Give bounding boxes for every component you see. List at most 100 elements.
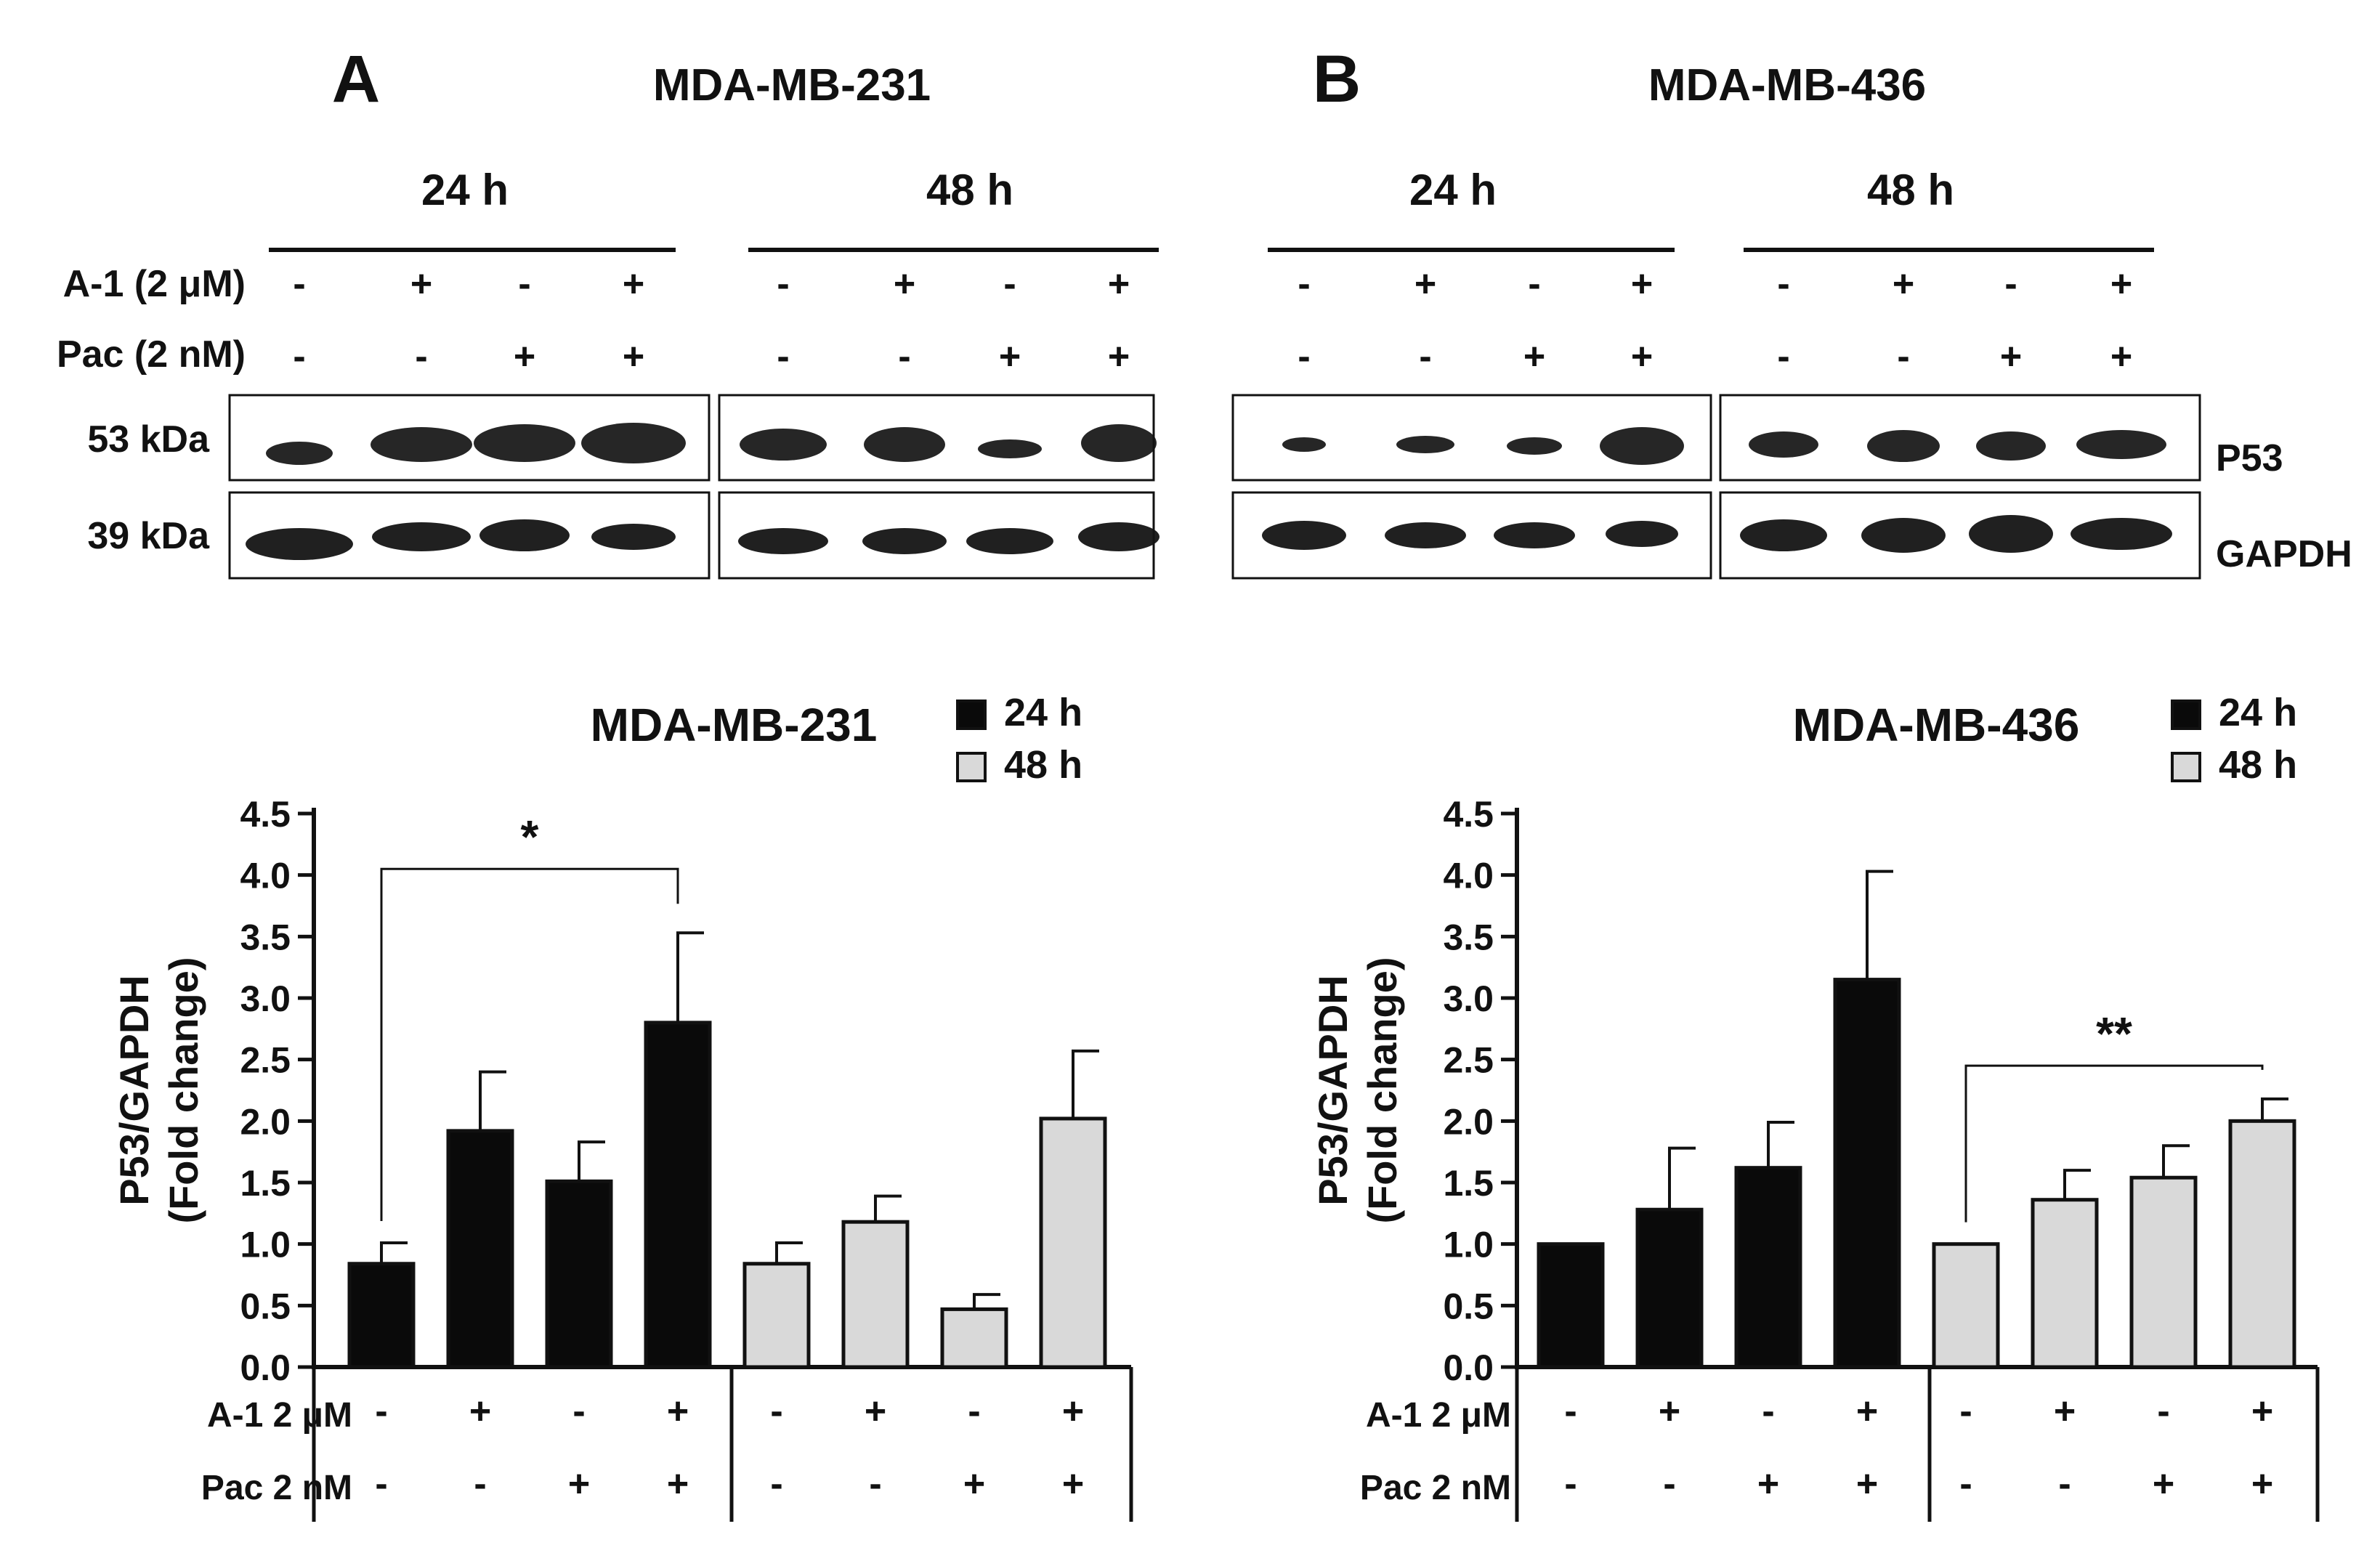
p53-band-0-0-1 xyxy=(371,427,472,462)
treatment-label-pac-1: Pac 2 nM xyxy=(1360,1469,1511,1507)
blot-a1-sign-1-1-3: + xyxy=(2110,263,2132,305)
protein-label-p53: P53 xyxy=(2216,437,2283,479)
y-tick-label-0-2: 1.0 xyxy=(240,1225,291,1265)
p53-band-0-0-0 xyxy=(266,442,333,465)
gapdh-band-0-0-0 xyxy=(246,528,353,560)
gapdh-band-0-1-1 xyxy=(862,528,947,554)
p53-band-1-0-1 xyxy=(1396,436,1454,453)
blot-a1-sign-0-0-2: - xyxy=(518,263,530,305)
a1-sign-0-2: - xyxy=(572,1390,585,1432)
legend-swatch-1-0 xyxy=(2171,700,2201,730)
panel-letter-b: B xyxy=(1313,42,1361,116)
gapdh-band-0-1-3 xyxy=(1078,522,1159,551)
y-tick-label-0-3: 1.5 xyxy=(240,1163,291,1204)
blot-box-gapdh-1-0 xyxy=(1231,491,1712,580)
y-tick-label-1-8: 4.0 xyxy=(1443,856,1494,896)
bar-0-0-1 xyxy=(446,1129,514,1369)
blot-pac-sign-1-1-1: - xyxy=(1897,336,1909,378)
a1-sign-1-6: - xyxy=(2157,1390,2169,1432)
a1-sign-0-1: + xyxy=(469,1390,491,1432)
y-tick-label-0-0: 0.0 xyxy=(240,1347,291,1388)
y-tick-label-0-8: 4.0 xyxy=(240,856,291,896)
blot-pac-sign-1-1-0: - xyxy=(1777,336,1789,378)
pac-sign-0-1: - xyxy=(474,1463,486,1505)
bar-0-1-1 xyxy=(841,1220,910,1369)
y-tick-label-0-1: 0.5 xyxy=(240,1286,291,1326)
blot-pac-sign-1-1-3: + xyxy=(2110,336,2132,378)
a1-sign-1-7: + xyxy=(2251,1390,2273,1432)
protein-label-gapdh: GAPDH xyxy=(2216,533,2352,575)
a1-sign-1-3: + xyxy=(1856,1390,1878,1432)
gapdh-band-1-0-3 xyxy=(1606,521,1678,547)
a1-sign-1-1: + xyxy=(1659,1390,1680,1432)
y-tick-label-1-1: 0.5 xyxy=(1443,1286,1494,1326)
blot-a1-sign-0-0-0: - xyxy=(293,263,305,305)
pac-sign-0-0: - xyxy=(375,1463,387,1505)
bar-1-1-3 xyxy=(2228,1119,2296,1369)
pac-sign-1-4: - xyxy=(1959,1463,1972,1505)
pac-sign-0-6: + xyxy=(963,1463,985,1505)
blot-pac-sign-0-1-0: - xyxy=(777,336,789,378)
pac-sign-1-6: + xyxy=(2153,1463,2174,1505)
bar-0-1-2 xyxy=(940,1307,1008,1369)
chart-title-0: MDA-MB-231 xyxy=(591,699,878,751)
gapdh-band-1-1-1 xyxy=(1861,518,1946,553)
blot-title-1: MDA-MB-436 xyxy=(1648,60,1926,110)
blot-a1-sign-1-1-0: - xyxy=(1777,263,1789,305)
blot-time-label-1-0: 24 h xyxy=(1409,166,1497,214)
y-tick-label-1-3: 1.5 xyxy=(1443,1163,1494,1204)
bar-1-1-0 xyxy=(1932,1242,2000,1369)
pac-sign-0-7: + xyxy=(1062,1463,1084,1505)
blot-pac-sign-1-0-0: - xyxy=(1298,336,1310,378)
chart-title-1: MDA-MB-436 xyxy=(1793,699,2080,751)
blot-title-0: MDA-MB-231 xyxy=(653,60,931,110)
blot-a1-sign-0-1-0: - xyxy=(777,263,789,305)
y-axis-label-0-0: P53/GAPDH xyxy=(111,975,157,1205)
a1-sign-1-5: + xyxy=(2054,1390,2076,1432)
blot-box-p53-1-1 xyxy=(1719,394,2201,482)
gapdh-band-1-1-3 xyxy=(2071,518,2172,550)
y-tick-label-0-7: 3.5 xyxy=(240,917,291,957)
gapdh-band-1-0-1 xyxy=(1385,522,1466,548)
pac-sign-1-0: - xyxy=(1564,1463,1576,1505)
p53-band-1-0-2 xyxy=(1507,437,1562,455)
bar-1-0-3 xyxy=(1833,978,1901,1369)
y-axis-label-0-1: (Fold change) xyxy=(161,957,206,1223)
gapdh-band-1-1-2 xyxy=(1969,515,2053,553)
blot-box-p53-1-0 xyxy=(1231,394,1712,482)
p53-band-1-1-0 xyxy=(1749,431,1818,458)
p53-band-0-0-3 xyxy=(581,423,686,463)
pac-sign-0-3: + xyxy=(667,1463,689,1505)
legend-label-0-0: 24 h xyxy=(1004,691,1082,734)
bar-0-0-3 xyxy=(644,1021,712,1369)
gapdh-band-1-0-2 xyxy=(1494,522,1575,548)
legend-label-1-0: 24 h xyxy=(2219,691,2297,734)
gapdh-band-0-0-1 xyxy=(372,522,471,551)
gapdh-band-1-0-0 xyxy=(1262,521,1346,550)
blot-a1-sign-0-1-3: + xyxy=(1108,263,1130,305)
blot-a1-sign-0-1-2: - xyxy=(1003,263,1016,305)
blot-a1-sign-0-1-1: + xyxy=(894,263,915,305)
row-label-a1: A-1 (2 μM) xyxy=(63,263,246,305)
y-axis-label-1-0: P53/GAPDH xyxy=(1310,975,1356,1205)
p53-band-0-1-3 xyxy=(1081,424,1157,462)
significance-label-1-0: ** xyxy=(2096,1007,2132,1060)
treatment-label-a1-0: A-1 2 μM xyxy=(207,1396,352,1435)
blot-pac-sign-0-0-1: - xyxy=(415,336,427,378)
blot-a1-sign-1-0-1: + xyxy=(1414,263,1436,305)
p53-band-1-0-3 xyxy=(1600,427,1684,465)
pac-sign-0-2: + xyxy=(568,1463,590,1505)
y-tick-label-0-9: 4.5 xyxy=(240,794,291,835)
y-tick-label-0-5: 2.5 xyxy=(240,1040,291,1081)
bar-0-0-2 xyxy=(545,1179,613,1369)
blot-box-p53-0-0 xyxy=(228,394,711,482)
blot-pac-sign-0-0-0: - xyxy=(293,336,305,378)
bar-1-1-1 xyxy=(2031,1198,2099,1369)
pac-sign-1-2: + xyxy=(1757,1463,1779,1505)
a1-sign-0-6: - xyxy=(968,1390,980,1432)
y-tick-label-0-6: 3.0 xyxy=(240,978,291,1019)
bar-0-1-3 xyxy=(1039,1116,1107,1369)
legend-label-1-1: 48 h xyxy=(2219,743,2297,787)
gapdh-band-0-0-3 xyxy=(591,524,676,550)
